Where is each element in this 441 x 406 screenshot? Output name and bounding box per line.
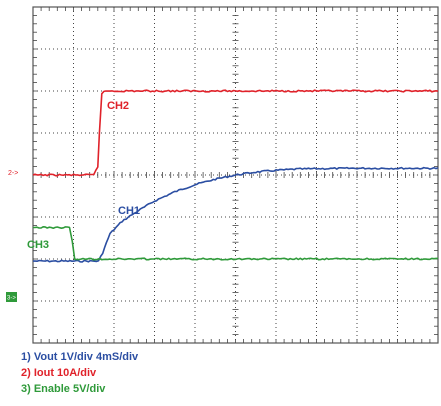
legend-item-vout: 1) Vout 1V/div 4mS/div xyxy=(21,351,139,363)
legend-item-iout: 2) Iout 10A/div xyxy=(21,367,97,379)
channel-3-marker-label: 3-> xyxy=(7,296,16,302)
ch1-trace xyxy=(33,166,439,263)
traces xyxy=(32,89,439,263)
channel-2-marker-label: 2-> xyxy=(8,170,18,177)
oscilloscope-display: 2-> 3-> CH2 CH1 CH3 xyxy=(6,6,439,344)
ch3-trace xyxy=(33,226,438,261)
ch2-trace-label: CH2 xyxy=(107,100,129,112)
channel-3-marker: 3-> xyxy=(6,292,17,302)
legend-item-enable: 3) Enable 5V/div xyxy=(21,383,106,395)
ch3-trace-label: CH3 xyxy=(27,239,49,251)
tick-marks xyxy=(33,7,438,343)
ch2-trace xyxy=(32,89,439,177)
scope-legend: 1) Vout 1V/div 4mS/div 2) Iout 10A/div 3… xyxy=(21,349,138,397)
channel-3-marker-box xyxy=(6,292,17,302)
channel-2-marker: 2-> xyxy=(8,170,18,177)
ch1-trace-label: CH1 xyxy=(118,205,140,217)
